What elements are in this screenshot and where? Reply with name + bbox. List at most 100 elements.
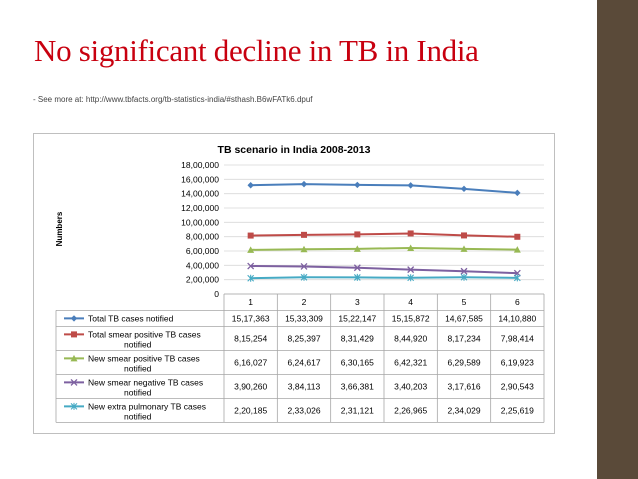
source-note: - See more at: http://www.tbfacts.org/tb… xyxy=(33,95,313,104)
data-label: 2,31,121 xyxy=(341,405,374,415)
legend-key xyxy=(64,402,84,410)
legend-key xyxy=(64,378,84,386)
y-tick-label: 18,00,000 xyxy=(181,160,219,170)
series-line xyxy=(250,246,518,251)
slide-sidebar xyxy=(597,0,638,479)
y-tick-label: 2,00,000 xyxy=(186,275,219,285)
data-point xyxy=(70,378,78,386)
data-point xyxy=(460,185,468,193)
data-point xyxy=(70,354,78,362)
data-point xyxy=(247,274,255,282)
data-point xyxy=(460,245,468,252)
data-point xyxy=(354,181,361,189)
data-point xyxy=(300,245,308,253)
data-label: 3,17,616 xyxy=(447,381,480,391)
data-label: 8,15,254 xyxy=(234,333,267,343)
data-label: 15,22,147 xyxy=(338,313,376,323)
y-tick-label: 16,00,000 xyxy=(181,174,219,184)
data-label: 2,25,619 xyxy=(501,405,534,415)
slide-title: No significant decline in TB in India xyxy=(34,33,479,68)
data-point xyxy=(514,189,521,197)
data-label: 6,24,617 xyxy=(287,357,320,367)
series-line xyxy=(250,232,518,238)
data-point xyxy=(300,180,308,188)
series-line xyxy=(250,276,518,280)
data-label: 8,25,397 xyxy=(287,333,320,343)
x-tick-label: 6 xyxy=(515,297,520,307)
x-tick-label: 5 xyxy=(462,297,467,307)
data-label: 14,10,880 xyxy=(498,313,536,323)
data-point xyxy=(407,266,415,274)
series-line xyxy=(250,265,518,275)
data-point xyxy=(247,262,255,270)
legend-label: New extra pulmonary TB cases xyxy=(88,401,206,411)
y-tick-label: 8,00,000 xyxy=(186,232,219,242)
data-point xyxy=(407,182,414,189)
data-label: 3,66,381 xyxy=(341,381,374,391)
y-tick-label: 6,00,000 xyxy=(186,246,219,256)
legend-key xyxy=(64,315,84,322)
x-tick-label: 3 xyxy=(355,297,360,307)
data-point xyxy=(513,246,521,253)
chart-frame: TB scenario in India 2008-2013 Numbers 0 2,… xyxy=(33,133,555,434)
data-label: 6,19,923 xyxy=(501,357,534,367)
y-axis-title: Numbers xyxy=(55,211,64,246)
x-tick-label: 1 xyxy=(248,297,253,307)
data-point xyxy=(460,267,468,275)
data-label: 3,84,113 xyxy=(288,381,321,391)
data-label: 2,33,026 xyxy=(287,405,320,415)
data-point xyxy=(353,264,361,272)
line-chart: TB scenario in India 2008-2013 Numbers 0 2,… xyxy=(55,144,545,423)
data-point xyxy=(513,274,521,282)
y-tick-label: 4,00,000 xyxy=(186,260,219,270)
data-point xyxy=(70,402,78,410)
data-label: 7,98,414 xyxy=(501,333,534,343)
y-tick-label: 14,00,000 xyxy=(181,189,219,199)
legend-label: Total TB cases notified xyxy=(88,313,174,323)
series-group xyxy=(247,230,521,240)
data-point xyxy=(461,232,467,239)
x-tick-label: 2 xyxy=(302,297,307,307)
data-label: 3,40,203 xyxy=(394,381,427,391)
data-label: 15,33,309 xyxy=(285,313,323,323)
data-label: 6,29,589 xyxy=(447,357,480,367)
data-label: 2,20,185 xyxy=(234,405,267,415)
data-point xyxy=(353,273,361,281)
data-point xyxy=(300,263,308,270)
legend-label: notified xyxy=(124,411,152,421)
data-label: 6,42,321 xyxy=(394,357,427,367)
legend-label: New smear positive TB cases xyxy=(88,353,200,363)
legend-label: Total smear positive TB cases xyxy=(88,329,201,339)
data-point xyxy=(407,244,415,251)
data-point xyxy=(354,231,361,238)
data-point xyxy=(247,182,254,189)
data-label: 15,17,363 xyxy=(232,313,270,323)
legend-label: notified xyxy=(124,339,152,349)
data-point xyxy=(70,315,78,322)
data-label: 8,17,234 xyxy=(447,333,480,343)
data-label: 2,34,029 xyxy=(447,405,480,415)
data-label: 8,31,429 xyxy=(341,333,374,343)
data-label: 2,90,543 xyxy=(501,381,534,391)
data-point xyxy=(407,230,414,237)
data-label: 14,67,585 xyxy=(445,313,483,323)
legend-label: notified xyxy=(124,363,152,373)
y-tick-label: 10,00,000 xyxy=(181,217,219,227)
series-group xyxy=(247,244,521,253)
data-label: 8,44,920 xyxy=(394,333,427,343)
data-point xyxy=(460,273,468,281)
data-point xyxy=(353,245,361,252)
legend-label: New smear negative TB cases xyxy=(88,377,203,387)
y-tick-label: 12,00,000 xyxy=(181,203,219,213)
chart-title: TB scenario in India 2008-2013 xyxy=(218,144,371,156)
data-label: 3,90,260 xyxy=(234,381,267,391)
legend-label: notified xyxy=(124,387,152,397)
data-point xyxy=(407,274,415,282)
series-group xyxy=(247,262,521,277)
x-tick-label: 4 xyxy=(408,297,413,307)
legend-key xyxy=(64,331,84,338)
series-group xyxy=(247,273,521,282)
y-tick-label: 0 xyxy=(214,289,219,299)
data-label: 15,15,872 xyxy=(392,313,430,323)
data-point xyxy=(247,246,255,253)
